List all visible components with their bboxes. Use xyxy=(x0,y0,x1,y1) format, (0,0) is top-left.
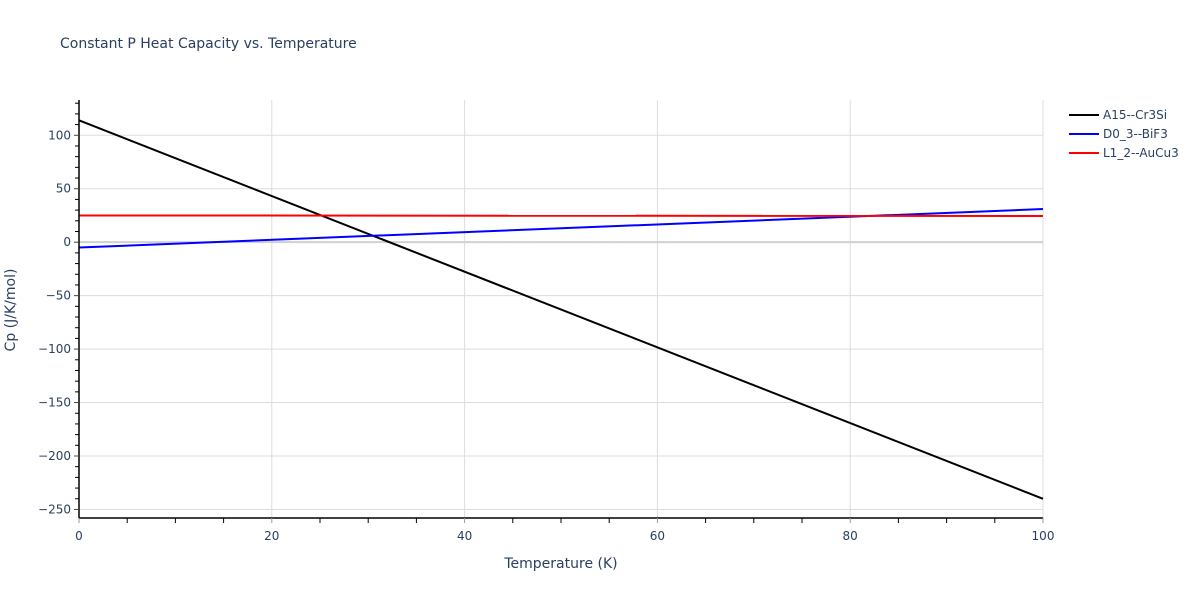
legend-item[interactable]: L1_2--AuCu3 xyxy=(1069,146,1179,160)
y-tick-label: 100 xyxy=(48,128,71,142)
plot-traces xyxy=(78,119,1044,500)
y-tick-label: −250 xyxy=(38,502,71,516)
legend-item[interactable]: D0_3--BiF3 xyxy=(1069,127,1168,141)
svg-text:A15--Cr3Si: A15--Cr3Si xyxy=(1103,108,1167,122)
axes: 100 50 0 −50 −100 −150 −200 −250 0 20 40 60 80 100 xyxy=(38,100,1054,543)
x-tick-label: 60 xyxy=(650,529,665,543)
y-tick-label: 50 xyxy=(56,182,71,196)
y-tick-label: −200 xyxy=(38,449,71,463)
x-tick-label: 40 xyxy=(457,529,472,543)
y-tick-label: 0 xyxy=(63,235,71,249)
legend-item[interactable]: A15--Cr3Si xyxy=(1069,108,1167,122)
y-tick-label: −100 xyxy=(38,342,71,356)
y-tick-label: −50 xyxy=(46,289,71,303)
x-tick-label: 0 xyxy=(75,529,83,543)
x-tick-label: 20 xyxy=(264,529,279,543)
y-tick-label: −150 xyxy=(38,396,71,410)
x-tick-label: 100 xyxy=(1032,529,1055,543)
chart-title: Constant P Heat Capacity vs. Temperature xyxy=(60,36,357,52)
legend[interactable]: A15--Cr3Si D0_3--BiF3 L1_2--AuCu3 xyxy=(1069,108,1179,160)
trace-L1_2--AuCu3[interactable] xyxy=(78,214,1044,217)
y-axis-title: Cp (J/K/mol) xyxy=(3,269,19,352)
grid-lines xyxy=(79,100,1044,518)
svg-text:D0_3--BiF3: D0_3--BiF3 xyxy=(1103,127,1168,141)
svg-text:L1_2--AuCu3: L1_2--AuCu3 xyxy=(1103,146,1179,160)
trace-A15--Cr3Si[interactable] xyxy=(78,119,1044,500)
x-axis-title: Temperature (K) xyxy=(503,556,617,572)
x-tick-label: 80 xyxy=(843,529,858,543)
